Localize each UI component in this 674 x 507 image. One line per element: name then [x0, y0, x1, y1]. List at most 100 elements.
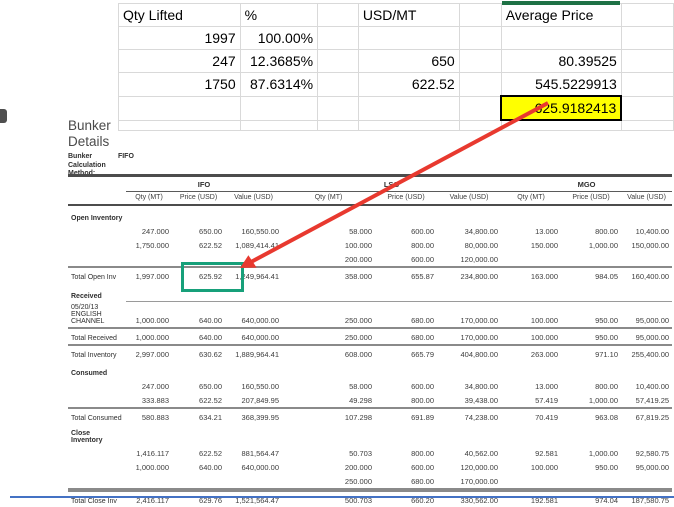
sheet-header-cell[interactable]	[458, 3, 502, 27]
sheet-header-cell[interactable]: USD/MT	[357, 3, 460, 27]
value-cell: 2,416.117	[126, 487, 172, 507]
value-cell: 640.00	[172, 301, 225, 328]
sheet-cell[interactable]	[317, 26, 359, 50]
sheet-cell[interactable]: 87.6314%	[239, 72, 319, 97]
value-cell: 170,000.00	[460, 476, 499, 486]
value-cell: 625.92	[172, 266, 225, 283]
value-cell: 1,000.00	[588, 241, 619, 250]
sheet-cell[interactable]	[620, 119, 674, 131]
column-header: Price (USD)	[172, 191, 225, 206]
value-cell: 950.00	[561, 326, 622, 345]
value-cell: 640.00	[199, 462, 222, 472]
sheet-header-cell[interactable]: Qty Lifted	[118, 3, 241, 27]
sheet-cell[interactable]	[458, 49, 502, 73]
value-cell	[172, 252, 225, 267]
sheet-cell[interactable]	[500, 26, 622, 50]
row-label: Total Consumed	[68, 406, 126, 424]
row-label	[68, 238, 126, 252]
sheet-cell[interactable]: 650	[357, 49, 460, 73]
sheet-cell[interactable]	[317, 119, 359, 131]
value-cell: 974.04	[561, 487, 622, 507]
value-cell: 255,400.00	[621, 343, 673, 361]
value-cell: 500.703	[282, 487, 376, 507]
value-cell	[621, 474, 672, 490]
row-label	[68, 446, 126, 460]
table-row: 333.883 622.52 207,849.95 49.298 800.00 39,43…	[68, 393, 672, 408]
sheet-cell[interactable]: 622.52	[357, 72, 460, 97]
sheet-cell[interactable]: 545.5229913	[500, 72, 622, 97]
total-row: Total Close Inv 2,416.117 629.76 1,521,564.…	[68, 487, 673, 507]
sheet-cell[interactable]: 12.3685%	[239, 49, 319, 73]
sheet-cell[interactable]	[620, 26, 674, 50]
method-value: FIFO	[117, 153, 134, 160]
value-cell	[501, 205, 561, 224]
value-cell: 40,562.00	[464, 448, 499, 458]
sheet-cell[interactable]	[620, 95, 674, 121]
sheet-header-cell[interactable]: %	[239, 3, 319, 27]
value-cell: 95,000.00	[621, 326, 673, 345]
column-selection-border	[502, 1, 620, 5]
sheet-cell[interactable]	[239, 119, 319, 131]
sheet-cell[interactable]	[317, 95, 359, 121]
value-cell: 58.000	[349, 227, 373, 236]
column-header: Value (USD)	[437, 191, 502, 206]
sheet-cell[interactable]	[620, 49, 674, 73]
sheet-cell[interactable]: 80.39525	[500, 49, 622, 73]
sheet-cell[interactable]	[118, 119, 241, 131]
section-row: Open Inventory	[68, 205, 672, 224]
value-cell: 50.703	[349, 448, 373, 458]
sheet-cell[interactable]	[500, 119, 622, 131]
value-cell: 680.00	[411, 476, 435, 486]
value-cell	[126, 252, 172, 267]
sheet-cell[interactable]	[239, 95, 319, 121]
sheet-cell[interactable]	[620, 72, 674, 97]
sheet-cell[interactable]: 1997	[118, 26, 241, 50]
value-cell: 100.000	[501, 326, 562, 345]
sheet-cell[interactable]	[458, 95, 502, 121]
sheet-cell[interactable]: 625.9182413	[500, 95, 623, 121]
value-cell: 207,849.95	[241, 395, 280, 405]
value-cell	[561, 283, 621, 302]
value-cell: 247.000	[141, 227, 169, 236]
value-cell: 2,997.000	[126, 343, 172, 361]
column-header: Value (USD)	[621, 191, 673, 206]
value-cell	[621, 205, 672, 224]
sheet-cell[interactable]: 100.00%	[239, 26, 319, 50]
value-cell: 963.08	[561, 406, 622, 424]
sheet-cell[interactable]: 1750	[118, 72, 241, 97]
sheet-cell[interactable]	[357, 119, 460, 131]
sheet-cell[interactable]	[118, 95, 241, 121]
value-cell	[282, 424, 375, 446]
value-cell	[225, 474, 282, 490]
value-cell: 250.000	[282, 301, 376, 328]
sheet-cell[interactable]	[317, 72, 359, 97]
row-label	[68, 460, 126, 474]
sheet-cell[interactable]	[357, 26, 460, 50]
sheet-header-cell[interactable]	[620, 3, 674, 27]
sheet-cell[interactable]	[458, 72, 502, 97]
value-cell	[501, 283, 561, 302]
value-cell: 358.000	[282, 266, 376, 283]
value-cell: 800.00	[411, 395, 435, 405]
value-cell: 680.00	[375, 326, 438, 345]
sheet-header-cell[interactable]: Average Price	[500, 3, 622, 27]
group-header-spacer	[68, 174, 126, 192]
total-row: Total Inventory 2,997.000 630.62 1,889,964.…	[68, 343, 673, 361]
value-cell: 1,521,564.47	[225, 487, 283, 507]
sheet-cell[interactable]	[458, 26, 502, 50]
sheet-cell[interactable]: 247	[118, 49, 241, 73]
row-label	[68, 252, 126, 267]
sheet-cell[interactable]	[317, 49, 359, 73]
col-header-spacer	[68, 191, 126, 206]
total-row: Total Received 1,000.000 640.00 640,000.00 2…	[68, 326, 673, 345]
sheet-cell[interactable]	[357, 95, 460, 121]
value-cell	[501, 361, 561, 379]
row-label	[68, 379, 126, 393]
sheet-header-cell[interactable]	[317, 3, 359, 27]
sheet-cell[interactable]	[458, 119, 502, 131]
value-cell: 971.10	[561, 343, 622, 361]
value-cell	[437, 283, 501, 302]
value-cell	[126, 205, 172, 224]
value-cell	[282, 361, 375, 379]
